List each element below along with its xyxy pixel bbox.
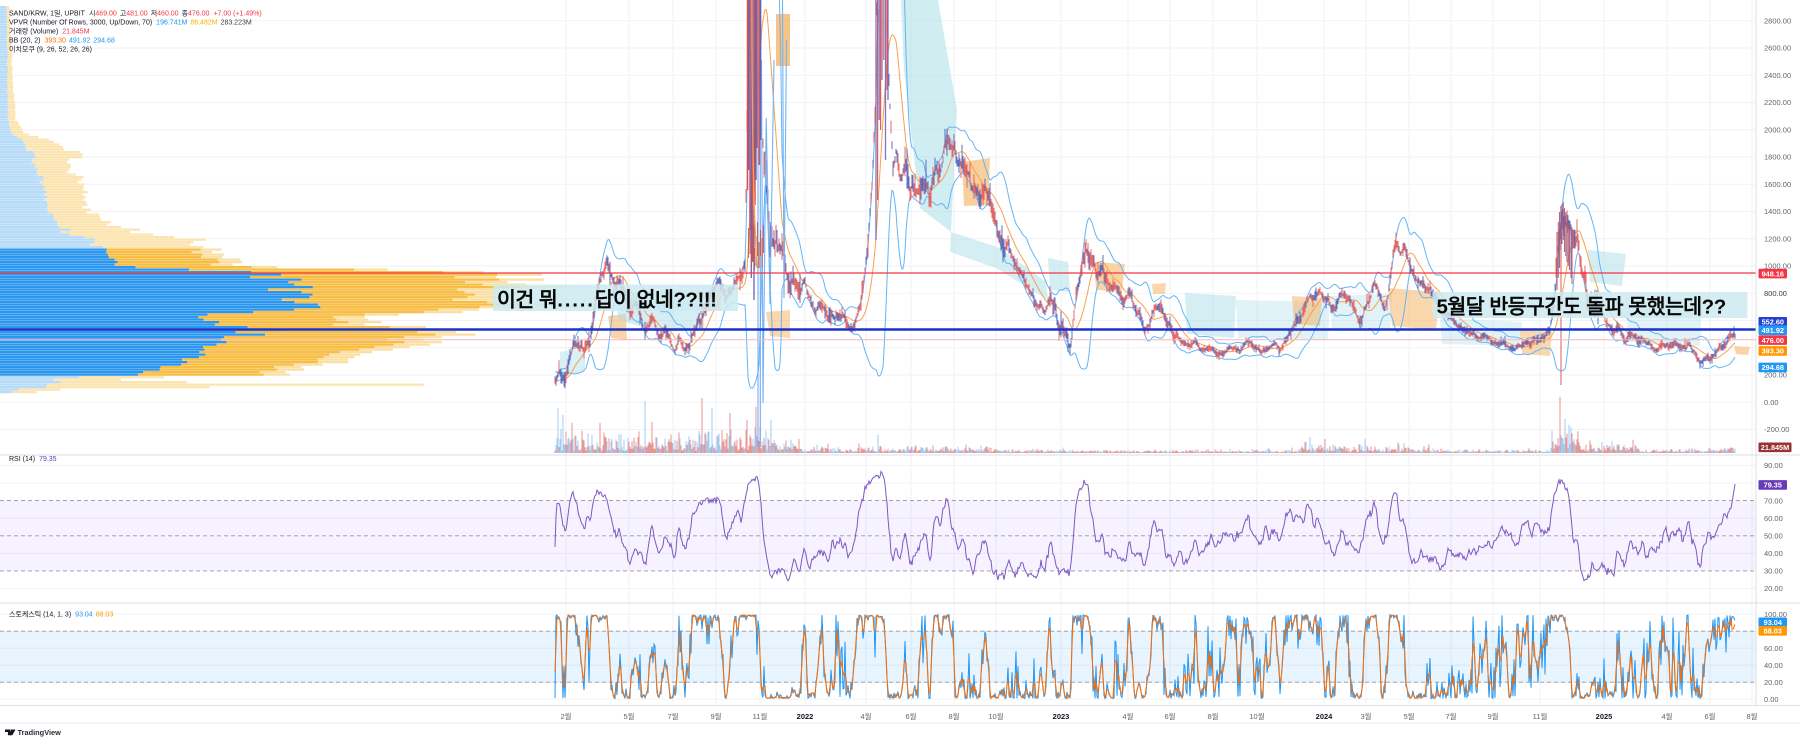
svg-text:거래량 (Volume)21.845M: 거래량 (Volume) 21.845M xyxy=(9,27,90,36)
svg-text:90.00: 90.00 xyxy=(1764,461,1783,470)
svg-text:1800.00: 1800.00 xyxy=(1764,153,1791,162)
svg-text:93.04: 93.04 xyxy=(1764,618,1783,627)
svg-text:476.00: 476.00 xyxy=(1762,336,1784,345)
svg-text:1400.00: 1400.00 xyxy=(1764,207,1791,216)
svg-text:8월: 8월 xyxy=(1207,711,1218,721)
svg-text:이건 뭐.....답이 없네??!!!: 이건 뭐.....답이 없네??!!! xyxy=(497,289,716,312)
svg-text:2800.00: 2800.00 xyxy=(1764,16,1791,25)
svg-text:이치모쿠 (9, 26, 52, 26, 26): 이치모쿠 (9, 26, 52, 26, 26) xyxy=(9,45,92,54)
svg-text:2400.00: 2400.00 xyxy=(1764,71,1791,80)
svg-text:8월: 8월 xyxy=(1746,711,1757,721)
svg-text:2600.00: 2600.00 xyxy=(1764,44,1791,53)
svg-text:7월: 7월 xyxy=(1445,711,1456,721)
svg-text:10월: 10월 xyxy=(988,711,1003,721)
svg-text:3월: 3월 xyxy=(1360,711,1371,721)
svg-text:1000.00: 1000.00 xyxy=(1764,262,1791,271)
svg-text:5월: 5월 xyxy=(1403,711,1414,721)
svg-text:7월: 7월 xyxy=(667,711,678,721)
svg-text:2000.00: 2000.00 xyxy=(1764,125,1791,134)
svg-text:88.03: 88.03 xyxy=(1764,627,1782,636)
svg-text:1200.00: 1200.00 xyxy=(1764,234,1791,243)
svg-text:-200.00: -200.00 xyxy=(1764,425,1789,434)
svg-text:491.92: 491.92 xyxy=(1762,326,1784,335)
svg-text:2022: 2022 xyxy=(797,712,814,721)
svg-text:4월: 4월 xyxy=(1122,711,1133,721)
svg-text:RSI (14)79.35: RSI (14) 79.35 xyxy=(9,456,57,463)
svg-text:948.16: 948.16 xyxy=(1762,269,1784,278)
svg-text:70.00: 70.00 xyxy=(1764,496,1783,505)
svg-text:9월: 9월 xyxy=(1487,711,1498,721)
svg-text:40.00: 40.00 xyxy=(1764,549,1783,558)
svg-text:11월: 11월 xyxy=(753,711,768,721)
svg-text:8월: 8월 xyxy=(948,711,959,721)
svg-text:5월: 5월 xyxy=(623,711,634,721)
svg-text:0.00: 0.00 xyxy=(1764,695,1779,704)
svg-text:6월: 6월 xyxy=(905,711,916,721)
svg-text:552.60: 552.60 xyxy=(1762,318,1784,327)
svg-text:200.00: 200.00 xyxy=(1764,371,1787,380)
svg-text:1600.00: 1600.00 xyxy=(1764,180,1791,189)
svg-text:VPVR (Number Of Rows, 3000, Up: VPVR (Number Of Rows, 3000, Up/Down, 70)… xyxy=(9,20,252,27)
svg-text:0.00: 0.00 xyxy=(1764,398,1779,407)
svg-text:30.00: 30.00 xyxy=(1764,567,1783,576)
svg-text:2200.00: 2200.00 xyxy=(1764,98,1791,107)
svg-text:6월: 6월 xyxy=(1164,711,1175,721)
svg-text:393.30: 393.30 xyxy=(1762,347,1784,356)
svg-text:6월: 6월 xyxy=(1704,711,1715,721)
svg-text:11월: 11월 xyxy=(1533,711,1548,721)
svg-text:800.00: 800.00 xyxy=(1764,289,1787,298)
svg-text:800.00: 800.00 xyxy=(1764,289,1787,298)
svg-text:TradingView: TradingView xyxy=(18,728,62,737)
svg-text:4월: 4월 xyxy=(860,711,871,721)
svg-text:40.00: 40.00 xyxy=(1764,661,1783,670)
svg-text:60.00: 60.00 xyxy=(1764,514,1783,523)
svg-text:4월: 4월 xyxy=(1661,711,1672,721)
svg-text:79.35: 79.35 xyxy=(1764,481,1782,490)
svg-text:2024: 2024 xyxy=(1316,712,1334,721)
svg-text:2023: 2023 xyxy=(1053,712,1070,721)
svg-text:9월: 9월 xyxy=(710,711,721,721)
svg-text:50.00: 50.00 xyxy=(1764,532,1783,541)
svg-text:21.845M: 21.845M xyxy=(1761,443,1789,452)
svg-text:10월: 10월 xyxy=(1249,711,1264,721)
svg-text:100.00: 100.00 xyxy=(1764,610,1787,619)
svg-text:5월달 반등구간도 돌파 못했는데??: 5월달 반등구간도 돌파 못했는데?? xyxy=(1437,296,1726,319)
svg-text:2월: 2월 xyxy=(560,711,571,721)
svg-text:294.68: 294.68 xyxy=(1762,363,1784,372)
svg-text:60.00: 60.00 xyxy=(1764,644,1783,653)
svg-text:20.00: 20.00 xyxy=(1764,584,1783,593)
svg-text:20.00: 20.00 xyxy=(1764,678,1783,687)
svg-text:2025: 2025 xyxy=(1596,712,1613,721)
